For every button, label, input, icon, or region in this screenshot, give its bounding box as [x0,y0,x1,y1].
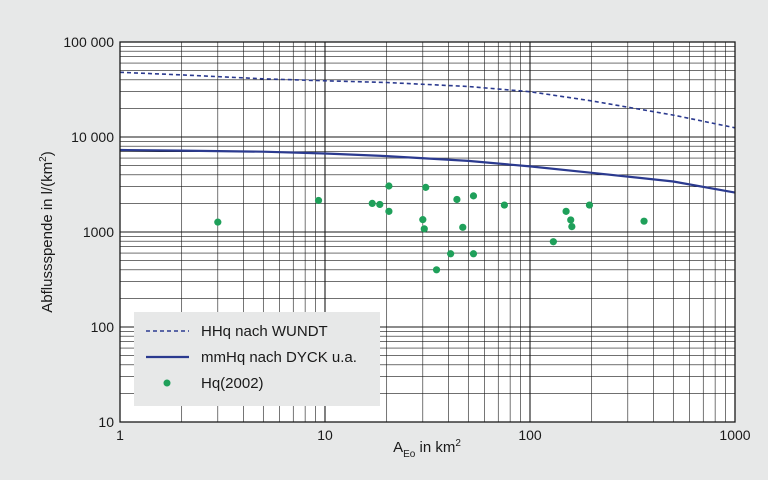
data-point [459,223,467,231]
x-tick-label: 100 [518,427,542,443]
y-tick-label: 100 000 [63,34,114,50]
y-axis-title: Abflussspende in l/(km2) [38,151,56,312]
data-point [419,216,427,224]
series-line-1 [119,148,736,194]
data-point [422,183,430,191]
y-tick-labels: 10 100 1000 10 000 100 000 [63,34,114,430]
legend-label-mmhq-dyck: mmHq nach DYCK u.a. [201,349,357,366]
data-point [385,207,393,215]
x-axis-title-main: A [393,439,403,456]
grid [120,42,735,422]
data-point [469,250,478,258]
data-point [453,195,461,204]
series-lines [119,71,736,194]
y-axis-title-sup: 2 [38,156,49,162]
data-points [214,182,648,274]
data-point [420,225,428,233]
data-point [368,199,376,208]
data-point [314,196,323,205]
y-tick-label: 1000 [83,224,114,240]
data-point [432,266,441,274]
legend-box [134,312,380,406]
x-axis-title-sub: Eo [403,449,416,460]
x-axis-title: AEo in km2 [393,438,461,460]
legend-label-hq2002: Hq(2002) [201,375,264,392]
x-tick-label: 1 [116,427,124,443]
legend-marker-hq2002 [163,379,171,387]
data-point [214,218,222,226]
y-axis-title-end: ) [39,151,56,156]
y-tick-label: 10 [98,414,114,430]
data-point [500,201,508,209]
data-point [447,250,455,258]
plot-border [119,41,736,423]
y-tick-label: 10 000 [71,129,114,145]
x-axis-title-mid: in km [415,439,455,456]
data-point [385,182,393,190]
data-point [469,192,478,200]
x-tick-label: 1000 [719,427,750,443]
data-point [585,201,594,209]
data-point [567,216,575,224]
y-axis-title-main: Abflussspende in l/(km [39,162,56,313]
legend-label-hhq-wundt: HHq nach WUNDT [201,323,328,340]
series-line-0 [119,71,736,129]
x-axis-title-sup: 2 [455,438,461,449]
data-point [640,217,648,225]
data-point [376,200,384,209]
legend: HHq nach WUNDT mmHq nach DYCK u.a. Hq(20… [134,312,380,406]
data-point [549,238,557,246]
data-point [562,207,570,215]
y-tick-label: 100 [91,319,115,335]
x-tick-label: 10 [317,427,333,443]
data-point [568,222,576,231]
x-tick-labels: 1 10 100 1000 [116,427,751,443]
